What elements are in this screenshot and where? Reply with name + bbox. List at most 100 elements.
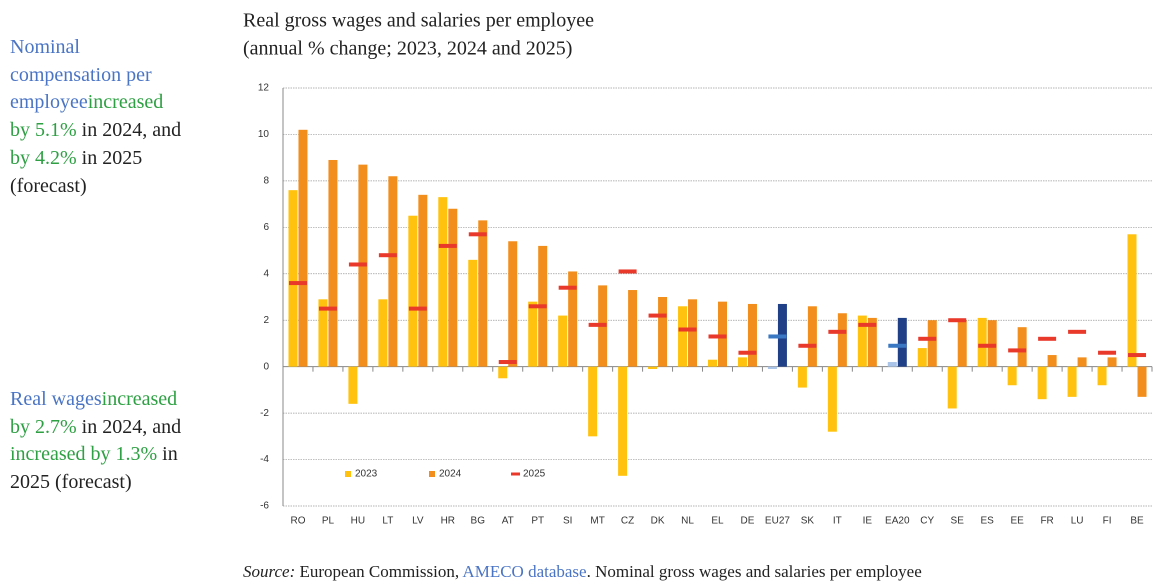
bar: [927, 320, 937, 367]
dash-marker: [498, 360, 517, 365]
dash-marker: [348, 262, 367, 267]
bar: [448, 208, 458, 367]
bar: [1007, 366, 1017, 386]
dash-marker: [588, 322, 607, 327]
bar: [1127, 234, 1137, 367]
bar: [1017, 327, 1027, 367]
text-segment: AMECO database: [462, 562, 587, 581]
bar: [1097, 366, 1107, 386]
text-segment: increased by 1.3%: [10, 443, 158, 466]
bar: [438, 197, 448, 367]
bar: [588, 366, 598, 437]
bar: [718, 301, 727, 367]
dash-marker: [558, 285, 577, 290]
bar: [348, 366, 358, 404]
text-segment: European Commission,: [295, 562, 463, 581]
dash-marker: [648, 313, 667, 318]
chart-subtitle: (annual % change; 2023, 2024 and 2025): [243, 38, 572, 60]
bar: [897, 317, 907, 367]
dash-marker: [858, 322, 877, 327]
chart: Real gross wages and salaries per employ…: [243, 10, 1153, 527]
dash-marker: [468, 232, 487, 237]
legend-label: 2024: [439, 469, 462, 480]
dash-marker: [288, 281, 307, 286]
side-note: Nominal compensation per employeeincreas…: [10, 34, 182, 200]
bar: [678, 306, 688, 367]
x-tick-label: PT: [531, 516, 544, 527]
x-tick-label: EL: [711, 516, 724, 527]
x-tick-label: DE: [741, 516, 755, 527]
x-tick-label: CZ: [621, 516, 634, 527]
x-tick-label: FR: [1040, 516, 1053, 527]
bar: [797, 366, 807, 388]
y-tick-label: -2: [260, 408, 269, 419]
legend-label: 2023: [355, 469, 378, 480]
text-segment: Real wages: [10, 388, 102, 410]
chart-title: Real gross wages and salaries per employ…: [243, 10, 594, 32]
x-tick-label: IE: [863, 516, 873, 527]
dash-marker: [1098, 350, 1117, 355]
text-segment: increased by 2.7%: [10, 388, 178, 438]
bar: [917, 348, 927, 367]
x-tick-label: EE: [1010, 516, 1024, 527]
x-tick-label: HU: [351, 516, 365, 527]
bar: [688, 299, 698, 367]
bar: [947, 366, 957, 409]
bar: [1137, 366, 1147, 397]
bar: [468, 259, 478, 367]
dash-marker: [918, 336, 937, 341]
bar: [628, 290, 638, 367]
y-tick-label: 4: [263, 268, 269, 279]
y-tick-label: 10: [258, 129, 270, 140]
bar: [1037, 366, 1047, 400]
bar: [388, 176, 398, 367]
dash-marker: [408, 306, 427, 311]
y-tick-label: 6: [263, 222, 269, 233]
bar: [418, 194, 428, 367]
text-segment: in 2024, and: [76, 119, 182, 142]
bar: [378, 299, 388, 367]
bar: [528, 301, 538, 367]
legend-label: 2025: [523, 469, 546, 480]
dash-marker: [828, 329, 847, 334]
x-tick-label: HR: [441, 516, 455, 527]
text-segment: in 2024, and: [76, 415, 182, 438]
legend-swatch: [345, 471, 351, 477]
dash-marker: [1068, 329, 1087, 334]
legend-swatch: [511, 472, 520, 476]
text-segment: in 2025 (forecast): [10, 146, 143, 197]
x-tick-label: FI: [1103, 516, 1112, 527]
bar: [1077, 357, 1087, 367]
source-note: Source: European Commission, AMECO datab…: [243, 562, 922, 582]
dash-marker: [378, 253, 397, 258]
text-segment: increased by 5.1%: [10, 91, 164, 142]
bar: [827, 366, 837, 432]
bar: [747, 303, 757, 367]
bar: [558, 315, 568, 367]
text-segment: . Nominal gross wages and salaries per e…: [586, 562, 922, 581]
bar: [298, 129, 308, 367]
dash-marker: [1008, 348, 1027, 353]
bar: [987, 320, 997, 367]
bar: [837, 313, 847, 367]
bar: [508, 241, 518, 367]
x-tick-label: EU27: [765, 516, 790, 527]
dash-marker: [978, 343, 997, 348]
dash-marker: [438, 243, 457, 248]
y-tick-label: -6: [260, 501, 269, 512]
bar: [977, 317, 987, 367]
y-tick-label: 12: [258, 83, 270, 94]
bar: [887, 362, 897, 367]
bar: [737, 357, 747, 367]
bar: [568, 271, 578, 367]
bar: [618, 366, 628, 476]
x-tick-label: BE: [1130, 516, 1144, 527]
dash-marker: [708, 334, 727, 339]
dash-marker: [1038, 336, 1057, 341]
dash-marker: [618, 269, 637, 274]
x-tick-label: SE: [951, 516, 965, 527]
bar: [708, 359, 717, 367]
x-tick-label: AT: [502, 516, 514, 527]
dash-marker: [678, 327, 697, 332]
